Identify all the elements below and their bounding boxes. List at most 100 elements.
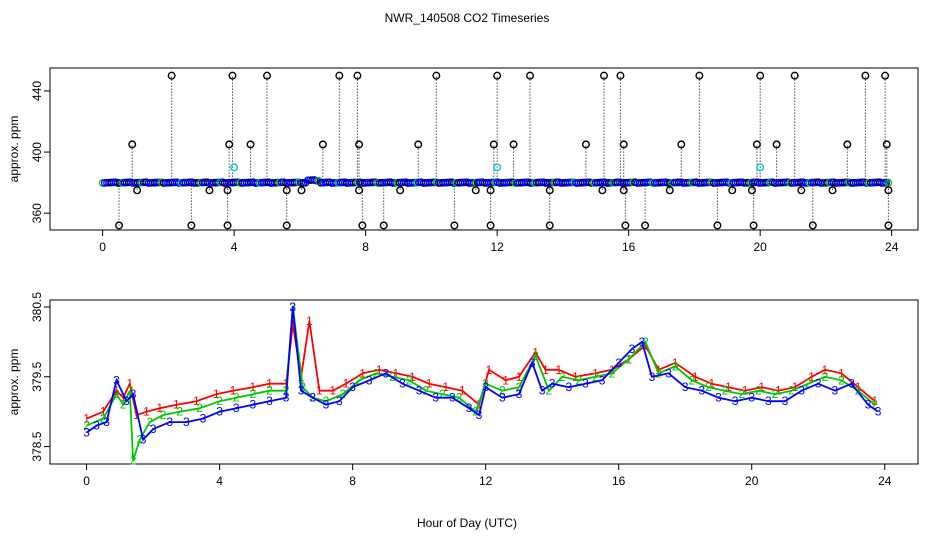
series-marker: 3 [216, 405, 223, 419]
series-marker: 2 [196, 401, 203, 415]
series-marker: 1 [758, 380, 765, 394]
series-marker: 2 [339, 387, 346, 401]
series-marker: 1 [742, 384, 749, 398]
series-marker: 3 [865, 398, 872, 412]
series-marker: 1 [393, 366, 400, 380]
data-point [619, 186, 628, 195]
series-marker: 2 [439, 387, 446, 401]
series-marker: 3 [649, 370, 656, 384]
series-marker: 3 [815, 377, 822, 391]
series-marker: 3 [266, 394, 273, 408]
data-point [396, 186, 405, 195]
x-tick-label: 16 [612, 474, 626, 488]
series-marker: 2 [146, 415, 153, 429]
data-point [600, 71, 609, 80]
series-marker: 3 [83, 426, 90, 440]
series-marker: 2 [788, 384, 795, 398]
data-point [230, 163, 239, 172]
x-tick-label: 24 [885, 240, 899, 254]
data-point [223, 186, 232, 195]
series-marker: 1 [126, 377, 133, 391]
data-point [665, 186, 674, 195]
data-point [486, 186, 495, 195]
baseline-point [314, 176, 323, 185]
series-3: 3 3 333 333 3 3 3 3 3 3 3 333 3 3 33 3 33 3 3 33 333 333 3 3 3 33… [83, 300, 882, 447]
x-tick-label: 20 [754, 240, 768, 254]
data-point [756, 163, 765, 172]
series-marker: 1 [592, 366, 599, 380]
series-marker: 3 [482, 380, 489, 394]
x-tick-label: 20 [745, 474, 759, 488]
series-marker: 3 [130, 387, 137, 401]
series-marker: 2 [722, 384, 729, 398]
series-marker: 2 [822, 370, 829, 384]
series-marker: 3 [832, 384, 839, 398]
series-marker: 3 [682, 380, 689, 394]
series-marker: 3 [449, 391, 456, 405]
data-point [450, 221, 459, 230]
series-marker: 3 [349, 380, 356, 394]
data-point [598, 186, 607, 195]
series-marker: 1 [409, 370, 416, 384]
series-marker: 1 [672, 356, 679, 370]
series-marker: 2 [625, 352, 632, 366]
series-marker: 1 [476, 398, 483, 412]
series-marker: 1 [133, 408, 140, 422]
series-marker: 1 [642, 338, 649, 352]
data-point [187, 221, 196, 230]
series-marker: 3 [250, 398, 257, 412]
data-point [379, 221, 388, 230]
series-marker: 2 [672, 359, 679, 373]
data-point [263, 71, 272, 80]
series-marker: 2 [516, 380, 523, 394]
data-point [843, 140, 852, 149]
series-marker: 3 [848, 377, 855, 391]
series-marker: 2 [655, 366, 662, 380]
series-marker: 1 [502, 373, 509, 387]
series-marker: 2 [609, 366, 616, 380]
series-marker: 2 [472, 405, 479, 419]
series-marker: 3 [765, 394, 772, 408]
series-marker: 2 [575, 373, 582, 387]
data-point [752, 140, 761, 149]
series-marker: 2 [422, 384, 429, 398]
series-marker: 1 [442, 380, 449, 394]
series-marker: 3 [466, 401, 473, 415]
series-marker: 2 [373, 366, 380, 380]
series-marker: 2 [805, 377, 812, 391]
series-marker: 3 [582, 377, 589, 391]
data-point [297, 186, 306, 195]
series-marker: 1 [230, 384, 237, 398]
series-marker: 3 [150, 422, 157, 436]
series-marker: 1 [838, 366, 845, 380]
data-point [358, 221, 367, 230]
series-marker: 1 [808, 370, 815, 384]
data-point [486, 221, 495, 230]
series-marker: 1 [359, 366, 366, 380]
y-tick-label: 380.5 [30, 292, 44, 322]
series-marker: 3 [529, 356, 536, 370]
data-point [797, 186, 806, 195]
series-marker: 2 [871, 398, 878, 412]
series-line [86, 320, 876, 420]
series-marker: 3 [615, 356, 622, 370]
series-marker: 3 [798, 384, 805, 398]
series-marker: 3 [233, 401, 240, 415]
series-marker: 2 [532, 349, 539, 363]
data-point [509, 140, 518, 149]
data-point [246, 140, 255, 149]
data-point [471, 186, 480, 195]
series-marker: 1 [516, 370, 523, 384]
series-marker: 2 [559, 370, 566, 384]
series-marker: 3 [639, 335, 646, 349]
data-point [225, 140, 234, 149]
data-point [282, 221, 291, 230]
series-marker: 3 [113, 373, 120, 387]
baseline-band [98, 176, 893, 187]
data-point [489, 140, 498, 149]
series-marker: 1 [459, 384, 466, 398]
y-axis: 378.5 379.5 380.5 [30, 292, 50, 462]
data-point [355, 186, 364, 195]
